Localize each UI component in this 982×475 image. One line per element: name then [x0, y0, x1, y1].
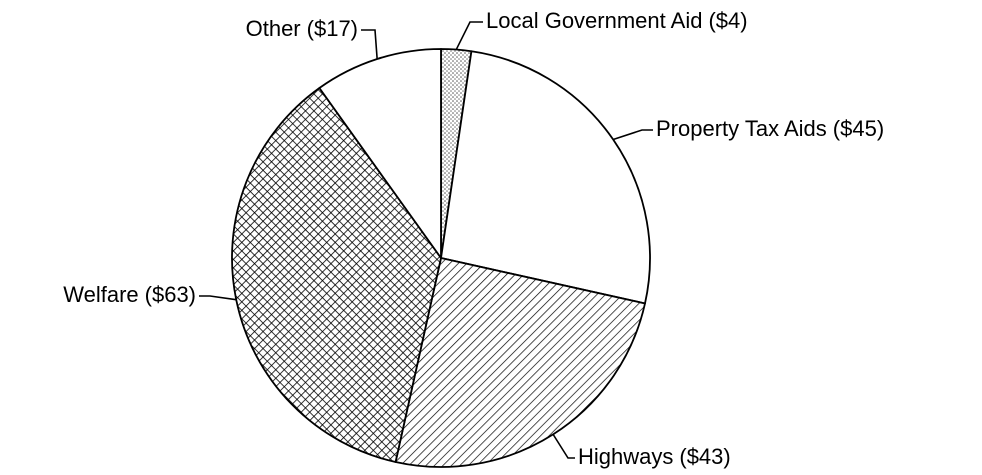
category-label: Other	[246, 16, 301, 41]
slice-label: Local Government Aid ($4)	[486, 8, 748, 33]
category-label: Local Government Aid	[486, 8, 702, 33]
value-label: ($43)	[679, 444, 730, 469]
leader-line	[612, 129, 653, 141]
category-label: Property Tax Aids	[656, 116, 827, 141]
category-label: Welfare	[63, 282, 138, 307]
leader-line	[455, 21, 483, 50]
value-label: ($17)	[307, 16, 358, 41]
category-label: Highways	[578, 444, 673, 469]
slice-label: Welfare ($63)	[63, 282, 196, 307]
pie-slice	[440, 50, 651, 305]
value-label: ($45)	[833, 116, 884, 141]
slice-label: Property Tax Aids ($45)	[656, 116, 884, 141]
pie-slice	[318, 48, 442, 259]
leader-line	[199, 295, 237, 301]
value-label: ($4)	[708, 8, 747, 33]
leader-line	[361, 29, 378, 60]
leader-line	[552, 433, 575, 459]
slice-label: Other ($17)	[246, 16, 358, 41]
slice-label: Highways ($43)	[578, 444, 731, 469]
value-label: ($63)	[145, 282, 196, 307]
